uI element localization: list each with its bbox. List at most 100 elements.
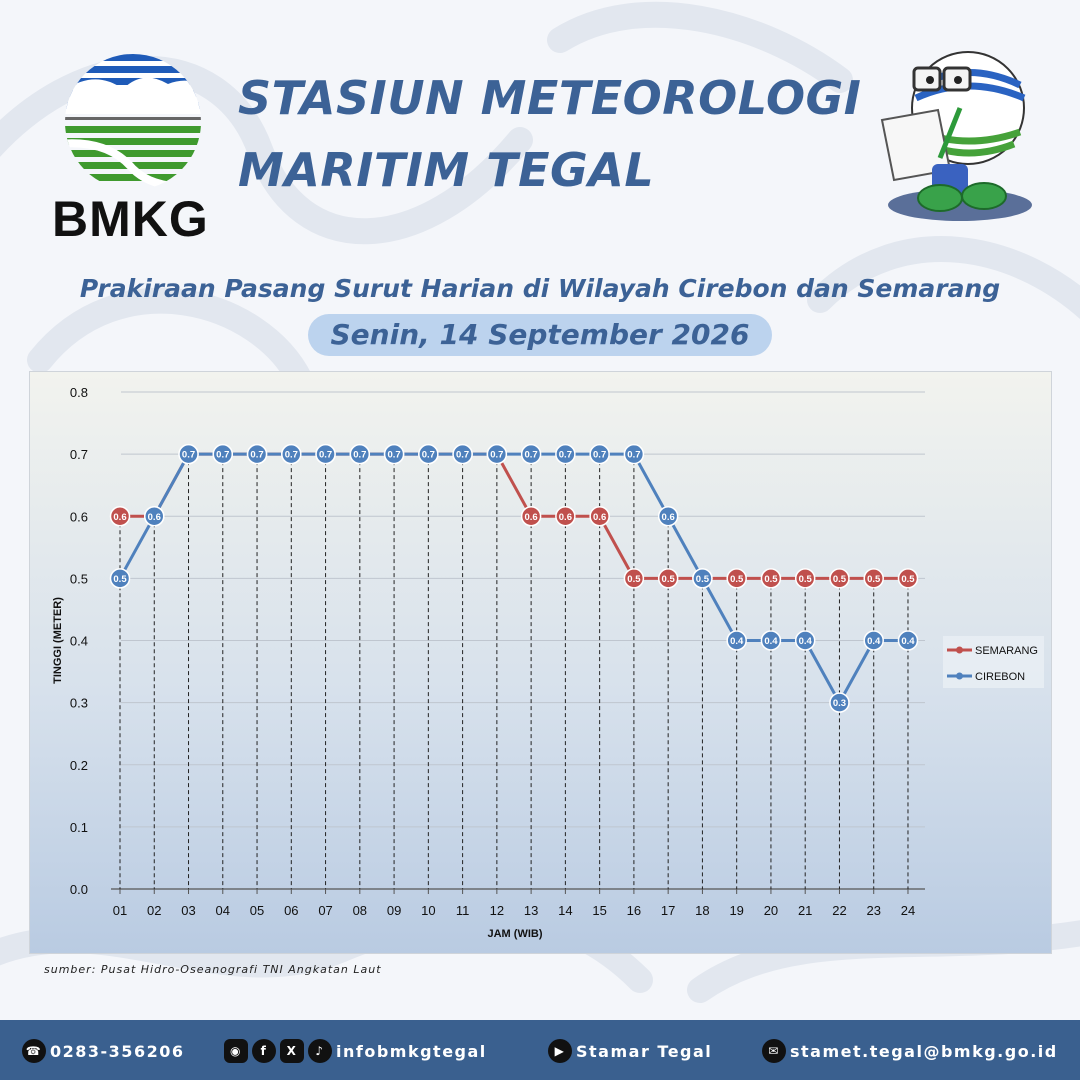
y-tick-label: 0.4 bbox=[70, 634, 88, 649]
x-tick-label: 17 bbox=[661, 903, 675, 918]
data-point bbox=[555, 443, 576, 465]
data-point bbox=[315, 443, 336, 465]
x-tick-label: 11 bbox=[456, 903, 470, 918]
data-point bbox=[178, 443, 199, 465]
phone-text: 0283-356206 bbox=[50, 1041, 185, 1061]
data-label: 0.4 bbox=[764, 636, 778, 647]
data-label: 0.5 bbox=[764, 574, 778, 585]
data-label: 0.7 bbox=[250, 450, 263, 461]
tide-line-chart: 0.0 0.1 0.2 0.3 0.4 0.5 0.6 0.7 0.8 01 02 03 04 05 06 0… bbox=[52, 385, 1044, 940]
x-tick-label: 02 bbox=[147, 903, 161, 918]
x-tick-label: 19 bbox=[729, 903, 743, 918]
tiktok-icon: ♪ bbox=[308, 1039, 332, 1063]
data-point bbox=[829, 692, 850, 713]
data-point bbox=[657, 506, 679, 527]
footer-phone[interactable]: ☎ 0283-356206 bbox=[22, 1038, 184, 1064]
data-point bbox=[623, 568, 645, 589]
footer-bar bbox=[0, 1020, 1080, 1080]
data-label: 0.7 bbox=[216, 450, 229, 461]
x-tick-label: 22 bbox=[832, 903, 846, 918]
data-point bbox=[760, 630, 782, 651]
data-label: 0.6 bbox=[593, 512, 606, 523]
y-tick-label: 0.6 bbox=[70, 509, 88, 524]
data-label: 0.4 bbox=[867, 636, 881, 647]
chart-panel: 0.0 0.1 0.2 0.3 0.4 0.5 0.6 0.7 0.8 01 02 03 04 05 06 0… bbox=[29, 371, 1052, 954]
data-point bbox=[383, 443, 405, 465]
x-tick-label: 10 bbox=[421, 903, 435, 918]
data-label: 0.5 bbox=[627, 574, 641, 585]
x-tick-label: 03 bbox=[181, 903, 195, 918]
x-tick-label: 05 bbox=[250, 903, 264, 918]
y-tick-label: 0.8 bbox=[70, 385, 88, 400]
x-tick-label: 14 bbox=[558, 903, 572, 918]
x-tick-label: 09 bbox=[387, 903, 401, 918]
legend: SEMARANG CIREBON bbox=[943, 636, 1044, 688]
data-label: 0.7 bbox=[490, 450, 503, 461]
email-text: stamet.tegal@bmkg.go.id bbox=[790, 1041, 1058, 1061]
data-point bbox=[452, 443, 473, 465]
data-label: 0.5 bbox=[696, 574, 710, 585]
data-point bbox=[520, 443, 542, 465]
data-label: 0.6 bbox=[662, 512, 675, 523]
youtube-text: Stamar Tegal bbox=[576, 1041, 713, 1061]
data-label: 0.7 bbox=[593, 450, 606, 461]
data-point bbox=[760, 568, 782, 589]
footer-social[interactable]: ◉ f X ♪ infobmkgtegal bbox=[224, 1038, 487, 1064]
data-label: 0.6 bbox=[113, 512, 126, 523]
data-point bbox=[726, 630, 747, 651]
data-point bbox=[794, 630, 816, 651]
x-icon: X bbox=[280, 1039, 304, 1063]
data-label: 0.7 bbox=[319, 450, 332, 461]
data-label: 0.5 bbox=[113, 574, 127, 585]
facebook-icon: f bbox=[252, 1039, 276, 1063]
data-point bbox=[829, 568, 850, 589]
data-point bbox=[897, 568, 919, 589]
y-tick-label: 0.1 bbox=[70, 820, 88, 835]
data-point bbox=[349, 443, 371, 465]
data-point bbox=[726, 568, 747, 589]
x-tick-label: 12 bbox=[490, 903, 504, 918]
data-label: 0.7 bbox=[353, 450, 366, 461]
data-label: 0.7 bbox=[456, 450, 469, 461]
data-point bbox=[555, 506, 576, 527]
data-point bbox=[863, 630, 884, 651]
date-pill bbox=[308, 314, 772, 356]
data-point bbox=[281, 443, 302, 465]
y-tick-label: 0.5 bbox=[70, 571, 88, 586]
data-point bbox=[657, 568, 679, 589]
footer-youtube[interactable]: ▶ Stamar Tegal bbox=[548, 1038, 712, 1064]
data-point bbox=[418, 443, 439, 465]
data-point bbox=[897, 630, 919, 651]
mail-icon: ✉ bbox=[762, 1039, 786, 1063]
x-tick-label: 20 bbox=[764, 903, 778, 918]
data-label: 0.6 bbox=[559, 512, 572, 523]
data-point bbox=[589, 506, 610, 527]
x-tick-label: 04 bbox=[216, 903, 230, 918]
data-point bbox=[144, 506, 165, 527]
data-label: 0.5 bbox=[662, 574, 676, 585]
social-handle: infobmkgtegal bbox=[336, 1041, 487, 1061]
data-point bbox=[486, 443, 508, 465]
data-label: 0.4 bbox=[799, 636, 813, 647]
y-tick-label: 0.2 bbox=[70, 758, 88, 773]
data-point bbox=[863, 568, 884, 589]
data-label: 0.7 bbox=[627, 450, 640, 461]
data-label: 0.3 bbox=[833, 698, 846, 709]
data-point bbox=[623, 443, 645, 465]
data-label: 0.5 bbox=[867, 574, 881, 585]
chart-subtitle: Prakiraan Pasang Surut Harian di Wilayah… bbox=[79, 274, 1001, 303]
data-point bbox=[246, 443, 268, 465]
series-markers-cirebon: 0.5 0.6 0.7 0.7 0.7 0.7 0.7 0.7 0.7 0.7 0.7 0.7 0.7 0… bbox=[109, 443, 919, 713]
legend-marker bbox=[956, 646, 963, 654]
data-label: 0.4 bbox=[730, 636, 744, 647]
data-label: 0.7 bbox=[182, 450, 195, 461]
y-tick-label: 0.3 bbox=[70, 696, 88, 711]
data-label: 0.5 bbox=[730, 574, 744, 585]
title-line-1: STASIUN METEOROLOGI bbox=[238, 71, 862, 125]
data-point bbox=[794, 568, 816, 589]
x-tick-label: 01 bbox=[113, 903, 127, 918]
title-line-2: MARITIM TEGAL bbox=[238, 143, 655, 197]
footer-email[interactable]: ✉ stamet.tegal@bmkg.go.id bbox=[762, 1038, 1058, 1064]
data-label: 0.4 bbox=[901, 636, 915, 647]
data-label: 0.6 bbox=[148, 512, 161, 523]
